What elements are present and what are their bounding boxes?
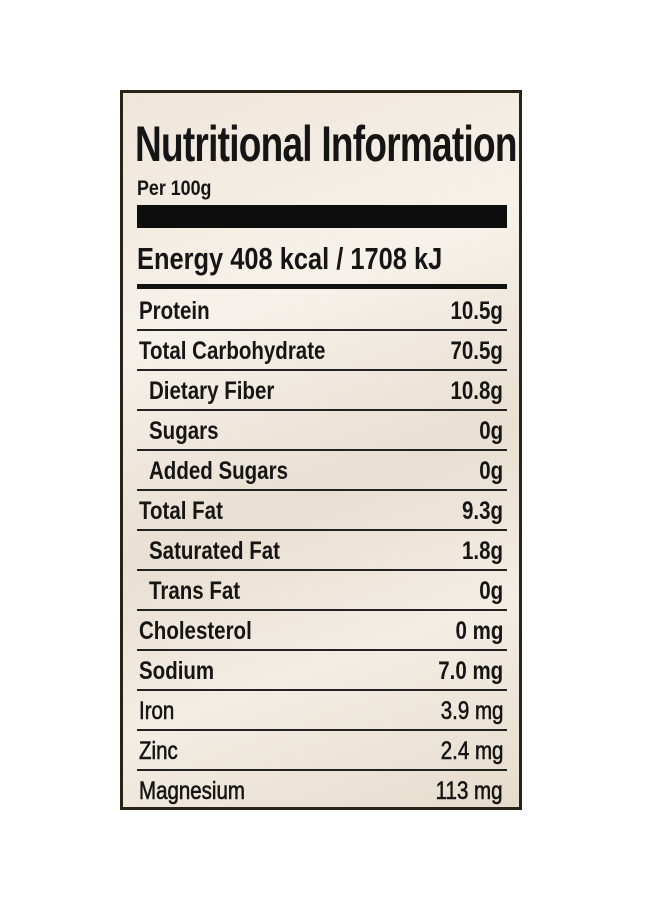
- row: Sodium 7.0 mg: [137, 651, 507, 691]
- amount: 1.8g: [461, 537, 503, 565]
- row: Iron 3.9 mg: [137, 691, 507, 731]
- nutrient: Dietary Fiber: [149, 377, 275, 405]
- row: Saturated Fat 1.8g: [137, 531, 507, 571]
- amount: 0g: [479, 577, 503, 605]
- amount: 0g: [479, 457, 503, 485]
- nutrient: Sugars: [149, 417, 219, 445]
- amount: 0 mg: [455, 617, 503, 645]
- row: Zinc 2.4 mg: [137, 731, 507, 771]
- nutrient-rows: Protein 10.5g Total Carbohydrate 70.5g Die…: [137, 291, 507, 809]
- nutrient: Iron: [139, 697, 175, 726]
- subtitle: Per 100g: [137, 177, 212, 200]
- row: Protein 10.5g: [137, 291, 507, 331]
- amount: 9.3g: [461, 497, 503, 525]
- nutrient: Protein: [139, 297, 210, 325]
- black-bar: [137, 205, 507, 228]
- amount: 0g: [479, 417, 503, 445]
- row: Dietary Fiber 10.8g: [137, 371, 507, 411]
- amount: 70.5g: [450, 337, 503, 365]
- nutrient: Sodium: [139, 657, 215, 685]
- row: Trans Fat 0g: [137, 571, 507, 611]
- row: Total Fat 9.3g: [137, 491, 507, 531]
- amount: 10.5g: [450, 297, 503, 325]
- nutrient: Trans Fat: [149, 577, 241, 605]
- amount: 10.8g: [450, 377, 503, 405]
- nutrient: Magnesium: [139, 777, 245, 806]
- row: Added Sugars 0g: [137, 451, 507, 491]
- nutrient: Total Carbohydrate: [139, 337, 326, 365]
- nutrient: Saturated Fat: [149, 537, 281, 565]
- nutrition-label: Nutritional Information Per 100g Energy …: [120, 90, 522, 810]
- divider: [137, 284, 507, 289]
- nutrient: Cholesterol: [139, 617, 252, 645]
- row: Cholesterol 0 mg: [137, 611, 507, 651]
- amount: 113 mg: [436, 777, 503, 806]
- row: Sugars 0g: [137, 411, 507, 451]
- amount: 7.0 mg: [438, 657, 503, 685]
- row: Magnesium 113 mg: [137, 771, 507, 809]
- amount: 3.9 mg: [440, 697, 503, 726]
- row: Total Carbohydrate 70.5g: [137, 331, 507, 371]
- energy: Energy 408 kcal / 1708 kJ: [137, 241, 443, 276]
- nutrient: Zinc: [139, 737, 178, 766]
- title: Nutritional Information: [135, 116, 517, 172]
- amount: 2.4 mg: [440, 737, 503, 766]
- nutrient: Added Sugars: [149, 457, 288, 485]
- nutrient: Total Fat: [139, 497, 223, 525]
